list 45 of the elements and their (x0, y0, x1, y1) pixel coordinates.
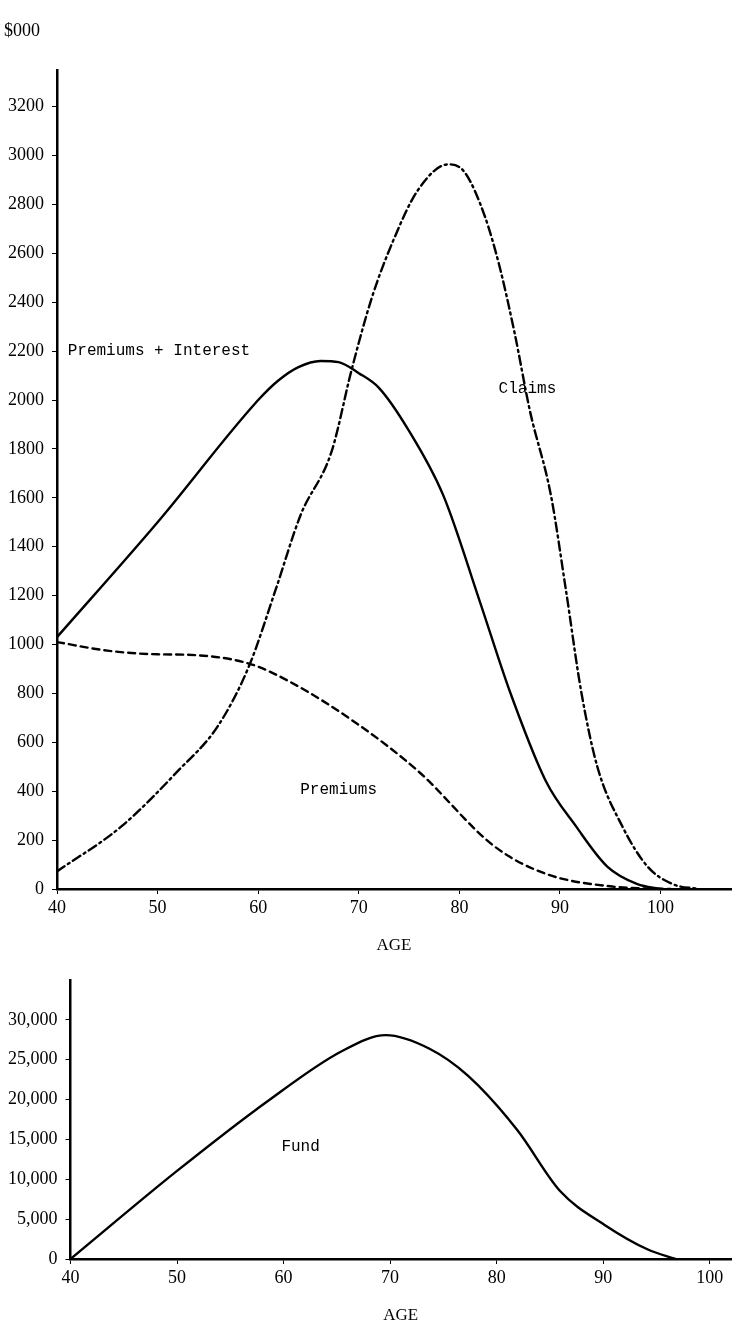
y-axis-title: $000 (4, 19, 40, 40)
y-tick-label: 20,000 (8, 1088, 58, 1109)
y-tick-label: 3000 (8, 144, 44, 165)
y-tick-label: 30,000 (8, 1008, 58, 1029)
y-tick-label: 200 (17, 828, 44, 849)
y-tick-label: 1200 (8, 584, 44, 605)
y-tick-label: 600 (17, 731, 44, 752)
series-label: Claims (498, 380, 557, 399)
y-tick-label: 2200 (8, 339, 44, 360)
y-tick-label: 0 (35, 877, 44, 898)
x-tick-label: 70 (349, 896, 368, 917)
y-tick-label: 10,000 (8, 1168, 58, 1189)
x-tick-label: 50 (168, 1266, 187, 1287)
y-tick-label: 1400 (8, 535, 44, 556)
x-axis-title: AGE (376, 935, 412, 955)
y-tick-label: 0 (48, 1247, 58, 1268)
y-tick-label: 5,000 (17, 1207, 58, 1228)
y-tick-label: 400 (17, 779, 44, 800)
x-axis-title: AGE (383, 1305, 419, 1325)
y-tick-label: 3200 (8, 95, 44, 116)
x-tick-label: 40 (48, 896, 66, 917)
y-tick-label: 1800 (8, 437, 44, 458)
x-tick-label: 40 (61, 1266, 80, 1287)
x-tick-label: 90 (594, 1266, 613, 1287)
y-tick-label: 15,000 (8, 1128, 58, 1149)
x-tick-label: 60 (249, 896, 268, 917)
text: Premiums + Interest (67, 341, 251, 360)
text: Fund (281, 1138, 320, 1157)
y-tick-label: 25,000 (8, 1048, 58, 1069)
x-tick-label: 50 (148, 896, 167, 917)
y-tick-label: 2600 (8, 242, 44, 263)
y-tick-label: 2400 (8, 290, 44, 311)
x-tick-label: 70 (381, 1266, 400, 1287)
y-tick-label: 800 (17, 682, 44, 703)
y-tick-label: 2000 (8, 388, 44, 409)
text: Premiums (300, 781, 378, 800)
y-tick-label: 2800 (8, 193, 44, 214)
x-tick-label: 100 (696, 1266, 724, 1287)
x-tick-label: 80 (450, 896, 469, 917)
x-tick-label: 80 (487, 1266, 506, 1287)
x-tick-label: 60 (274, 1266, 293, 1287)
y-tick-label: 1000 (8, 633, 44, 654)
x-tick-label: 90 (550, 896, 569, 917)
y-tick-label: 1600 (8, 486, 44, 507)
x-tick-label: 100 (647, 896, 675, 917)
